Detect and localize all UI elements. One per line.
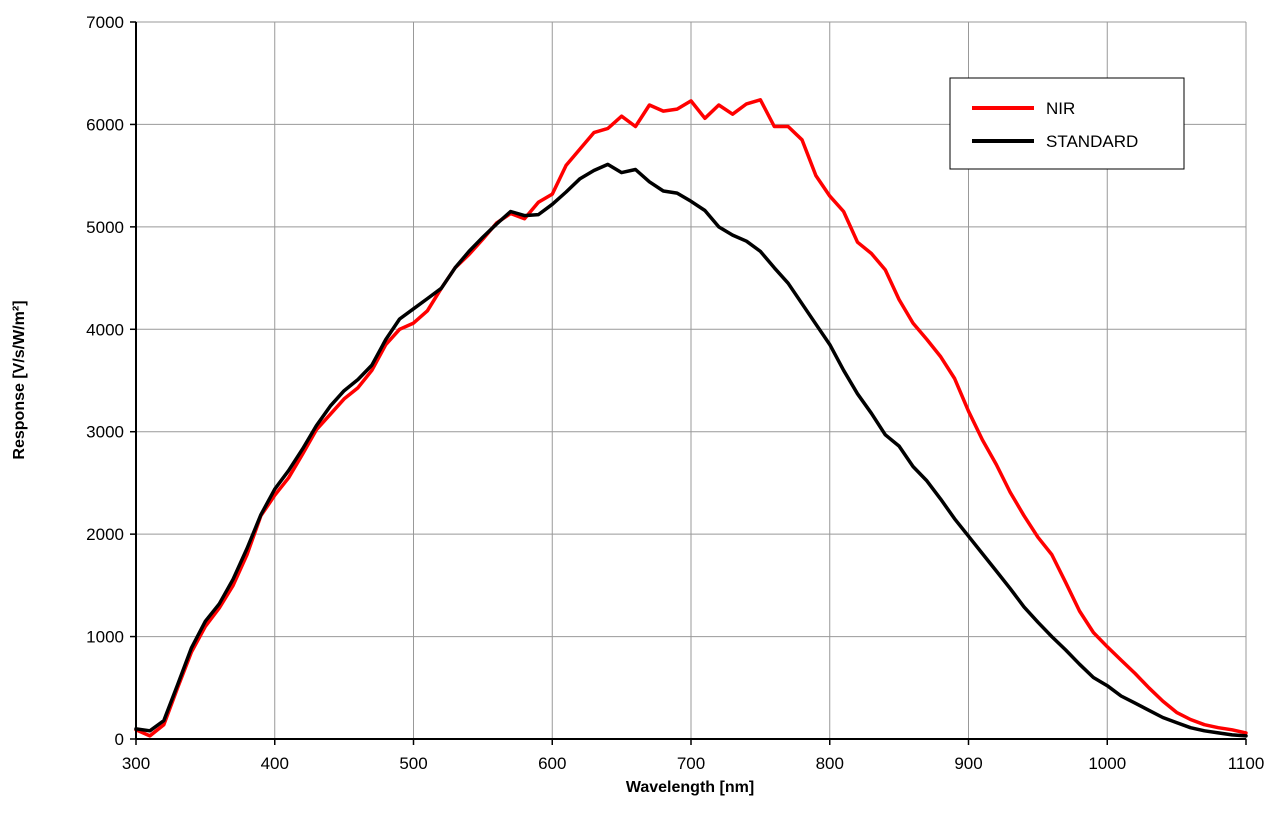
x-tick-label: 400	[261, 754, 289, 773]
x-tick-label: 900	[954, 754, 982, 773]
legend-box	[949, 77, 1185, 170]
y-tick-label: 1000	[86, 628, 124, 647]
x-tick-label: 500	[399, 754, 427, 773]
legend: NIR STANDARD	[949, 77, 1185, 170]
x-tick-label: 1000	[1088, 754, 1126, 773]
y-tick-label: 3000	[86, 423, 124, 442]
x-tick-label: 1100	[1228, 754, 1265, 773]
series-line-nir	[134, 98, 1248, 738]
x-tick-label: 600	[538, 754, 566, 773]
x-tick-label: 800	[816, 754, 844, 773]
x-tick-label: 300	[122, 754, 150, 773]
series-lines	[134, 98, 1248, 738]
legend-label-standard: STANDARD	[1046, 132, 1138, 151]
axes	[130, 21, 1247, 745]
series-line-standard	[134, 162, 1248, 738]
y-tick-label: 0	[115, 730, 124, 749]
y-tick-label: 4000	[86, 320, 124, 339]
legend-label-nir: NIR	[1046, 99, 1075, 118]
y-tick-label: 6000	[86, 115, 124, 134]
x-tick-label: 700	[677, 754, 705, 773]
grid	[136, 21, 1247, 739]
tick-labels: 0 1000 2000 3000 4000 5000 6000 7000 300 400 500 60…	[86, 13, 1264, 773]
y-tick-label: 7000	[86, 13, 124, 32]
y-axis-title: Response [V/s/W/m²]	[11, 300, 28, 459]
x-axis-title: Wavelength [nm]	[626, 779, 754, 796]
y-tick-label: 5000	[86, 218, 124, 237]
y-tick-label: 2000	[86, 525, 124, 544]
